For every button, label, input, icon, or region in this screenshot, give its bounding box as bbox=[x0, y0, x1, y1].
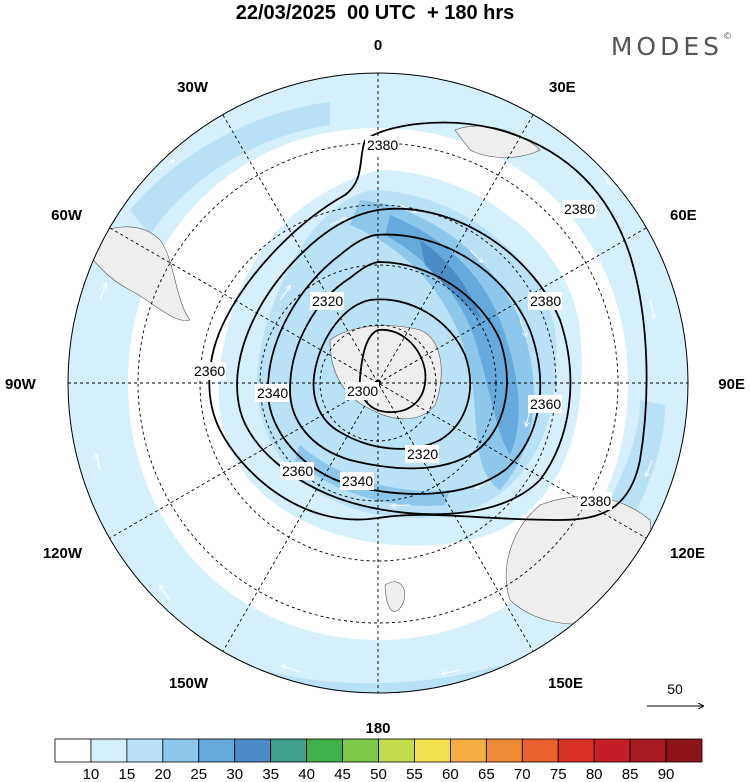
colorbar-swatch bbox=[54, 738, 92, 763]
contour-label: 2380 bbox=[367, 137, 398, 153]
contour-label: 2360 bbox=[194, 363, 225, 379]
lon-label-150e: 150E bbox=[548, 675, 583, 692]
colorbar-tick-label: 20 bbox=[154, 766, 171, 782]
colorbar-tick-label: 15 bbox=[119, 766, 136, 782]
modes-logo: MODES© bbox=[611, 32, 732, 61]
lon-label-90e: 90E bbox=[718, 376, 745, 393]
contour-label: 2340 bbox=[257, 385, 288, 401]
lon-label-60e: 60E bbox=[670, 207, 697, 224]
colorbar-tick-label: 35 bbox=[262, 766, 279, 782]
map-boundary bbox=[67, 72, 689, 694]
colorbar-swatch bbox=[557, 738, 595, 763]
colorbar-tick-label: 10 bbox=[83, 766, 100, 782]
colorbar-tick-label: 25 bbox=[190, 766, 207, 782]
lon-label-60w: 60W bbox=[51, 207, 83, 224]
contour-label: 2360 bbox=[530, 396, 561, 412]
colorbar-swatch bbox=[414, 738, 451, 763]
colorbar-tick-label: 45 bbox=[334, 766, 351, 782]
lon-label-180: 180 bbox=[365, 720, 390, 737]
contour-label: 2380 bbox=[564, 201, 595, 217]
lon-label-30w: 30W bbox=[177, 79, 209, 96]
contour-label: 2360 bbox=[282, 463, 313, 479]
colorbar-tick-label: 75 bbox=[550, 766, 567, 782]
colorbar-tick-label: 40 bbox=[298, 766, 315, 782]
contour-label: 2320 bbox=[407, 446, 438, 462]
longitude-labels: 0 180 90E 90W 30E 60E 120E 150E 30W 60W … bbox=[5, 37, 745, 737]
contour-label: 2380 bbox=[580, 493, 611, 509]
colorbar-swatch bbox=[306, 738, 343, 763]
colorbar-tick-label: 90 bbox=[658, 766, 675, 782]
colorbar-tick-label: 85 bbox=[622, 766, 639, 782]
contour-label: 2300 bbox=[347, 383, 378, 399]
colorbar-tick-label: 65 bbox=[478, 766, 495, 782]
colorbar-swatch bbox=[342, 738, 379, 763]
colorbar-swatch bbox=[198, 738, 236, 763]
colorbar-swatch bbox=[234, 738, 272, 763]
colorbar-swatch bbox=[485, 738, 523, 763]
colorbar-swatch bbox=[90, 738, 128, 763]
reference-vector: 50 bbox=[647, 681, 703, 706]
map-title: 22/03/2025 00 UTC + 180 hrs bbox=[235, 2, 515, 24]
colorbar-swatch bbox=[521, 738, 559, 763]
colorbar-tick-label: 80 bbox=[586, 766, 603, 782]
colorbar-tick-label: 30 bbox=[226, 766, 243, 782]
colorbar-swatch bbox=[126, 738, 164, 763]
reference-vector-value: 50 bbox=[667, 681, 683, 697]
colorbar-swatch bbox=[378, 738, 415, 763]
colorbar-swatch bbox=[162, 738, 200, 763]
lon-label-120w: 120W bbox=[43, 545, 83, 562]
contour-label: 2320 bbox=[312, 293, 343, 309]
lon-label-150w: 150W bbox=[169, 675, 209, 692]
copyright-mark: © bbox=[723, 32, 732, 42]
lon-label-0: 0 bbox=[374, 37, 382, 54]
colorbar-swatch bbox=[593, 738, 631, 763]
colorbar: 10 15 20 25 30 35 40 45 50 55 60 65 70 75 80 85 90 bbox=[54, 738, 703, 782]
lon-label-30e: 30E bbox=[549, 79, 576, 96]
lon-label-120e: 120E bbox=[670, 545, 705, 562]
colorbar-tick-label: 50 bbox=[370, 766, 387, 782]
contour-label: 2340 bbox=[342, 473, 373, 489]
colorbar-tick-label: 60 bbox=[442, 766, 459, 782]
colorbar-swatch bbox=[270, 738, 308, 763]
colorbar-tick-label: 70 bbox=[514, 766, 531, 782]
brand-name: MODES bbox=[610, 32, 723, 61]
colorbar-tick-label: 55 bbox=[406, 766, 423, 782]
colorbar-swatch bbox=[449, 738, 487, 763]
contour-labels: 2380 2380 2380 2380 2360 2360 2360 2340 … bbox=[192, 136, 612, 510]
contour-label: 2380 bbox=[530, 293, 561, 309]
colorbar-swatch bbox=[665, 738, 703, 763]
lon-label-90w: 90W bbox=[5, 376, 37, 393]
colorbar-swatch bbox=[629, 738, 667, 763]
